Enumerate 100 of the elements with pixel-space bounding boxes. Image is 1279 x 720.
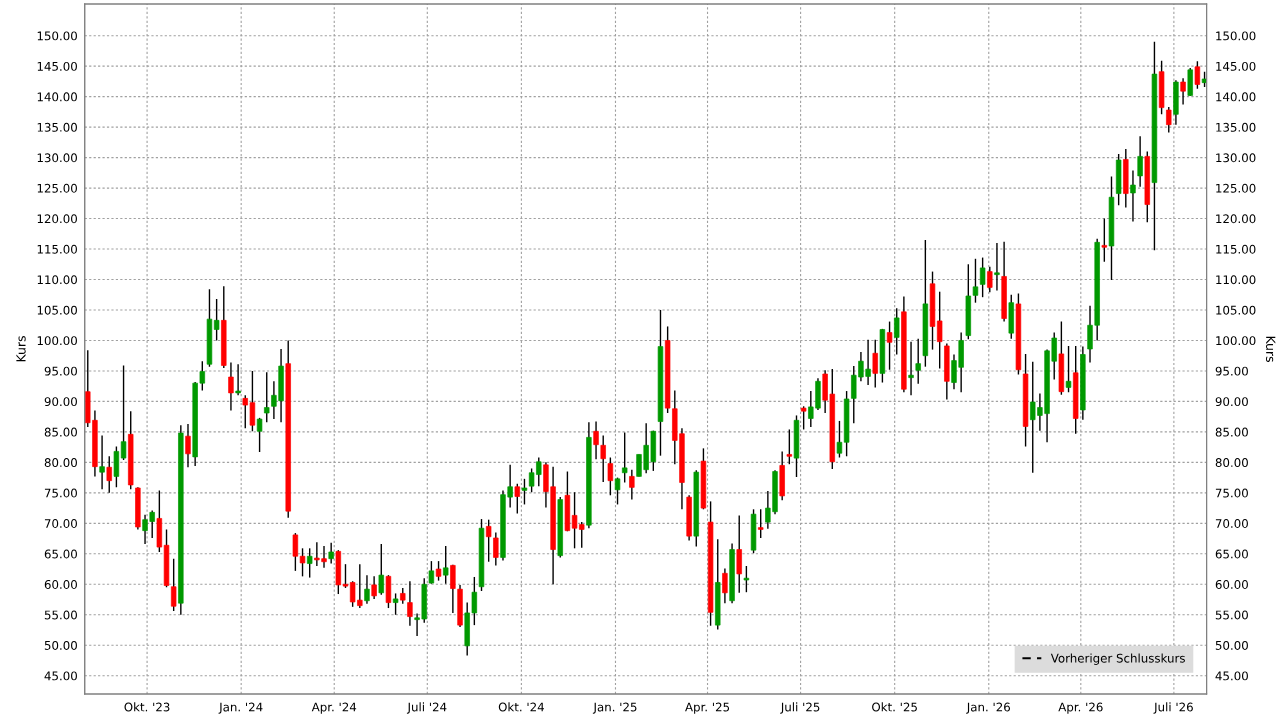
y-tick-label: 135.00 bbox=[37, 122, 77, 132]
candlestick bbox=[994, 242, 1000, 292]
candlestick bbox=[836, 420, 843, 459]
x-tick-label: Jan. '25 bbox=[592, 702, 637, 714]
y-tick-label: 55.00 bbox=[44, 610, 77, 620]
candlestick bbox=[743, 565, 750, 593]
x-tick-label: Juli '25 bbox=[780, 702, 820, 714]
y2-tick-label: 100.00 bbox=[1216, 336, 1256, 346]
candlestick bbox=[185, 423, 191, 468]
y-tick-label: 90.00 bbox=[44, 397, 77, 407]
y-tick-label: 120.00 bbox=[37, 214, 77, 224]
y-tick-label: 105.00 bbox=[37, 305, 77, 315]
y-tick-label: 50.00 bbox=[44, 640, 77, 650]
x-tick-label: Jan. '26 bbox=[966, 702, 1011, 714]
y-tick-label: 95.00 bbox=[44, 366, 77, 376]
y2-tick-label: 95.00 bbox=[1215, 366, 1248, 376]
candlestick bbox=[987, 266, 993, 294]
y-tick-label: 100.00 bbox=[37, 336, 77, 346]
y2-tick-label: 135.00 bbox=[1216, 122, 1256, 132]
candlestick bbox=[99, 434, 105, 490]
candlestick bbox=[758, 508, 764, 539]
candlestick bbox=[392, 592, 399, 616]
candlestick bbox=[915, 337, 921, 385]
candlestick bbox=[722, 567, 728, 604]
candlestick bbox=[607, 456, 614, 496]
y-axis-title: Kurs bbox=[16, 336, 26, 362]
candlestick bbox=[328, 542, 334, 565]
x-tick-label: Apr. '26 bbox=[1058, 702, 1103, 714]
x-tick-label: Okt. '23 bbox=[124, 702, 170, 712]
y2-tick-label: 85.00 bbox=[1215, 427, 1248, 437]
y2-tick-label: 140.00 bbox=[1216, 92, 1256, 102]
candlestick bbox=[886, 320, 893, 371]
candlestick bbox=[428, 560, 435, 585]
y-tick-label: 80.00 bbox=[44, 458, 77, 468]
candlestick bbox=[979, 256, 986, 298]
candlestick bbox=[228, 361, 234, 412]
candlestick bbox=[493, 531, 499, 567]
candlestick bbox=[1101, 217, 1108, 263]
candlestick bbox=[407, 580, 413, 627]
candlestick bbox=[378, 543, 384, 596]
x-tick-label: Juli '26 bbox=[1153, 702, 1193, 714]
candlestick bbox=[371, 575, 377, 600]
y-tick-label: 150.00 bbox=[37, 31, 77, 41]
candlestick bbox=[521, 478, 528, 506]
legend-label: Vorheriger Schlusskurs bbox=[1050, 653, 1185, 665]
x-tick-label: Apr. '25 bbox=[685, 702, 730, 714]
y-tick-label: 65.00 bbox=[44, 549, 77, 559]
y-tick-label: 140.00 bbox=[37, 92, 77, 102]
candlestick bbox=[629, 468, 635, 501]
candlestick bbox=[450, 564, 456, 614]
candlestick bbox=[1065, 345, 1072, 393]
candlestick bbox=[299, 547, 306, 578]
y2-tick-label: 60.00 bbox=[1215, 580, 1248, 589]
candlestick bbox=[213, 298, 220, 342]
y-tick-label: 115.00 bbox=[37, 244, 77, 254]
x-tick-label: Juli '24 bbox=[406, 702, 447, 714]
candlestick bbox=[621, 431, 628, 484]
candlestick bbox=[292, 532, 299, 572]
y-tick-label: 145.00 bbox=[37, 61, 77, 71]
y-tick-label: 130.00 bbox=[37, 153, 77, 163]
candlestick bbox=[306, 547, 313, 579]
candlestick bbox=[435, 560, 442, 582]
y-tick-label: 85.00 bbox=[44, 427, 77, 437]
y2-tick-label: 90.00 bbox=[1215, 397, 1248, 407]
x-tick-label: Okt. '25 bbox=[872, 702, 917, 712]
x-tick-label: Jan. '24 bbox=[218, 702, 263, 714]
y2-tick-label: 125.00 bbox=[1216, 183, 1256, 193]
candlestick bbox=[1180, 77, 1186, 106]
y2-tick-label: 45.00 bbox=[1215, 671, 1248, 681]
candlestick bbox=[614, 476, 621, 506]
x-tick-label: Okt. '24 bbox=[498, 702, 544, 712]
y-tick-label: 125.00 bbox=[37, 183, 77, 193]
candlestick bbox=[593, 420, 599, 461]
y2-tick-label: 150.00 bbox=[1216, 31, 1256, 41]
candlestick bbox=[600, 434, 606, 483]
candlestick bbox=[894, 307, 900, 356]
candlestick bbox=[120, 364, 127, 461]
candlestick bbox=[1137, 135, 1143, 188]
candlestick bbox=[443, 545, 449, 585]
y2-tick-label: 55.00 bbox=[1215, 610, 1248, 620]
y-tick-label: 110.00 bbox=[37, 275, 77, 285]
candlestick bbox=[485, 518, 492, 563]
y-tick-label: 45.00 bbox=[44, 671, 77, 681]
candlestick bbox=[1130, 169, 1136, 223]
y-tick-label: 75.00 bbox=[44, 488, 77, 498]
y2-tick-label: 80.00 bbox=[1215, 458, 1248, 468]
candlestick bbox=[364, 574, 370, 605]
candlestick bbox=[908, 340, 914, 397]
y2-tick-label: 120.00 bbox=[1216, 214, 1256, 224]
y-tick-label: 70.00 bbox=[44, 519, 77, 528]
y2-tick-label: 50.00 bbox=[1215, 640, 1248, 650]
candlestick bbox=[264, 371, 270, 423]
candlestick bbox=[235, 363, 241, 397]
candlestick bbox=[170, 557, 177, 612]
y2-tick-label: 110.00 bbox=[1216, 275, 1256, 285]
candlestick bbox=[514, 483, 520, 515]
candlestick bbox=[1194, 60, 1201, 90]
candlestick bbox=[1166, 106, 1172, 134]
y2-tick-label: 65.00 bbox=[1215, 549, 1248, 559]
y2-tick-label: 105.00 bbox=[1216, 305, 1256, 315]
